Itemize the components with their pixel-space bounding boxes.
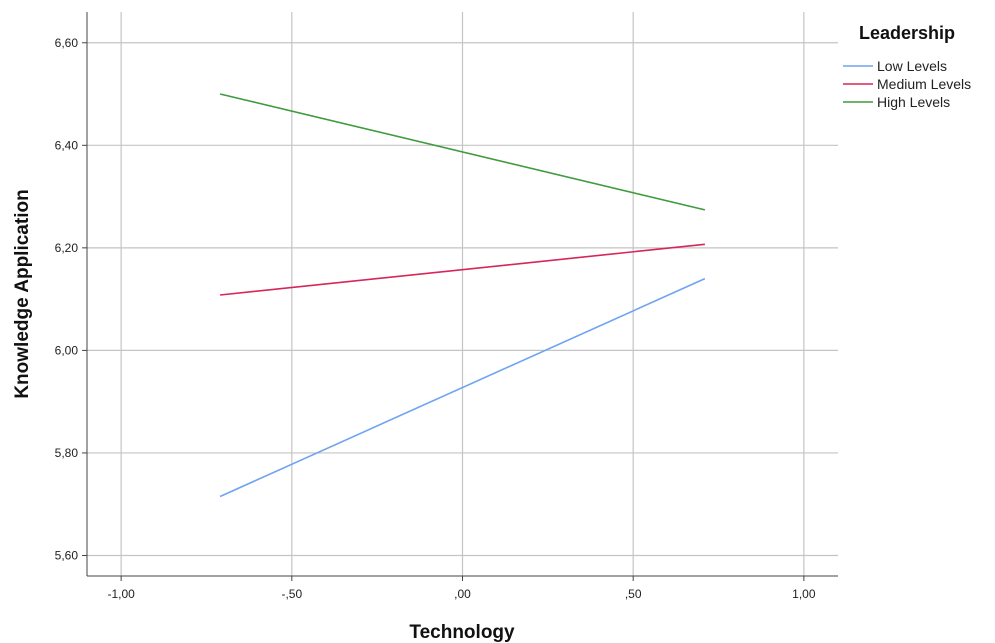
legend: Leadership Low Levels Medium Levels High L… (843, 23, 971, 110)
y-tick-label: 5,80 (55, 446, 79, 460)
legend-title: Leadership (859, 23, 955, 43)
x-tick-label: ,00 (454, 587, 471, 601)
x-tick-label: 1,00 (792, 587, 816, 601)
legend-label: Medium Levels (877, 76, 971, 92)
x-tick-label: -,50 (281, 587, 302, 601)
legend-label: High Levels (877, 94, 950, 110)
grid (87, 12, 838, 576)
legend-label: Low Levels (877, 58, 947, 74)
series-line-medium-levels (220, 243, 705, 296)
x-axis-title: Technology (409, 622, 515, 643)
series-lines (219, 93, 706, 498)
tick-labels: 5,60 5,80 6,00 6,20 6,40 6,60 -1,00 -,50 ,00 ,50 1… (55, 36, 816, 601)
axes (82, 12, 838, 581)
series-line-high-levels (219, 93, 706, 211)
y-axis-title: Knowledge Application (12, 189, 33, 398)
y-tick-label: 6,40 (55, 138, 79, 152)
series-line-low-levels (219, 277, 706, 498)
y-tick-label: 6,20 (55, 241, 79, 255)
x-tick-label: ,50 (625, 587, 642, 601)
x-tick-label: -1,00 (107, 587, 135, 601)
y-tick-label: 5,60 (55, 548, 79, 562)
y-tick-label: 6,60 (55, 36, 79, 50)
y-tick-label: 6,00 (55, 343, 79, 357)
